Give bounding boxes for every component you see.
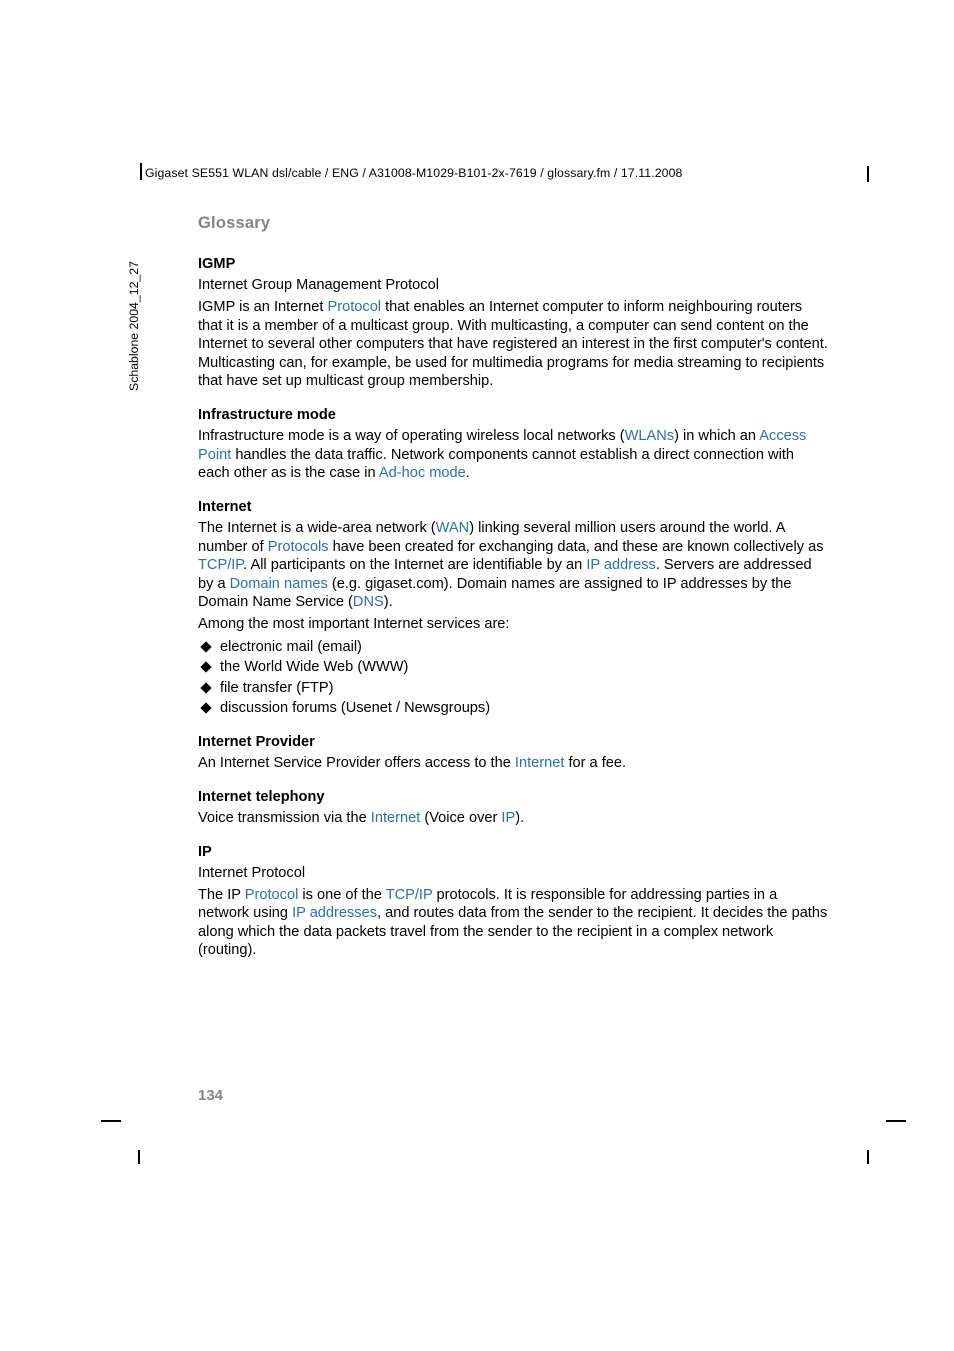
list-item-text: electronic mail (email) [220, 639, 362, 655]
link-tcpip[interactable]: TCP/IP [198, 557, 243, 573]
text: . All participants on the Internet are i… [243, 557, 586, 573]
glossary-definition: IGMP is an Internet Protocol that enable… [198, 298, 828, 391]
crop-mark [101, 1120, 121, 1122]
glossary-term-telephony: Internet telephony [198, 788, 828, 807]
text: handles the data traffic. Network compon… [198, 447, 794, 482]
crop-mark [886, 1120, 906, 1122]
text: ) in which an [674, 428, 759, 444]
link-domain-names[interactable]: Domain names [230, 576, 328, 592]
glossary-term-provider: Internet Provider [198, 733, 828, 752]
list-item: electronic mail (email) [198, 638, 828, 657]
link-ip[interactable]: IP [501, 810, 515, 826]
link-internet[interactable]: Internet [371, 810, 421, 826]
link-adhoc-mode[interactable]: Ad-hoc mode [379, 465, 466, 481]
glossary-definition: The IP Protocol is one of the TCP/IP pro… [198, 886, 828, 960]
header-mark [140, 163, 142, 180]
glossary-definition: Infrastructure mode is a way of operatin… [198, 427, 828, 483]
link-protocol[interactable]: Protocol [328, 299, 382, 315]
bullet-icon [200, 661, 211, 672]
glossary-term-igmp: IGMP [198, 255, 828, 274]
text: for a fee. [564, 755, 626, 771]
link-wan[interactable]: WAN [436, 520, 470, 536]
glossary-term-ip: IP [198, 843, 828, 862]
text: Infrastructure mode is a way of operatin… [198, 428, 625, 444]
text: An Internet Service Provider offers acce… [198, 755, 515, 771]
link-protocol[interactable]: Protocol [245, 887, 299, 903]
list-item: the World Wide Web (WWW) [198, 658, 828, 677]
list-item: file transfer (FTP) [198, 679, 828, 698]
bullet-icon [200, 702, 211, 713]
link-protocols[interactable]: Protocols [268, 539, 329, 555]
link-wlans[interactable]: WLANs [625, 428, 674, 444]
glossary-expansion: Internet Protocol [198, 864, 828, 883]
document-header: Gigaset SE551 WLAN dsl/cable / ENG / A31… [145, 166, 683, 180]
crop-mark [867, 166, 869, 182]
crop-mark [867, 1150, 869, 1164]
link-tcpip[interactable]: TCP/IP [386, 887, 433, 903]
link-dns[interactable]: DNS [353, 594, 384, 610]
crop-mark [138, 1150, 140, 1164]
glossary-expansion: Internet Group Management Protocol [198, 276, 828, 295]
glossary-term-infrastructure: Infrastructure mode [198, 406, 828, 425]
link-ip-addresses[interactable]: IP addresses [292, 905, 377, 921]
text: have been created for exchanging data, a… [329, 539, 824, 555]
text: (Voice over [420, 810, 501, 826]
text: ). [515, 810, 524, 826]
link-internet[interactable]: Internet [515, 755, 565, 771]
list-item-text: the World Wide Web (WWW) [220, 659, 408, 675]
template-label: Schablone 2004_12_27 [127, 261, 141, 391]
text: IGMP is an Internet [198, 299, 328, 315]
glossary-definition: An Internet Service Provider offers acce… [198, 754, 828, 773]
text: The IP [198, 887, 245, 903]
glossary-definition: The Internet is a wide-area network (WAN… [198, 519, 828, 612]
list-item-text: discussion forums (Usenet / Newsgroups) [220, 700, 490, 716]
glossary-term-internet: Internet [198, 498, 828, 517]
list-item: discussion forums (Usenet / Newsgroups) [198, 699, 828, 718]
bullet-icon [200, 641, 211, 652]
glossary-definition: Voice transmission via the Internet (Voi… [198, 809, 828, 828]
bullet-list: electronic mail (email) the World Wide W… [198, 638, 828, 718]
bullet-icon [200, 682, 211, 693]
text: is one of the [298, 887, 385, 903]
text: ). [384, 594, 393, 610]
section-title: Glossary [198, 213, 828, 234]
glossary-paragraph: Among the most important Internet servic… [198, 615, 828, 634]
text: . [466, 465, 470, 481]
text: The Internet is a wide-area network ( [198, 520, 436, 536]
page-content: Glossary IGMP Internet Group Management … [198, 213, 828, 963]
text: Voice transmission via the [198, 810, 371, 826]
list-item-text: file transfer (FTP) [220, 680, 334, 696]
page-number: 134 [198, 1087, 223, 1104]
link-ip-address[interactable]: IP address [586, 557, 656, 573]
